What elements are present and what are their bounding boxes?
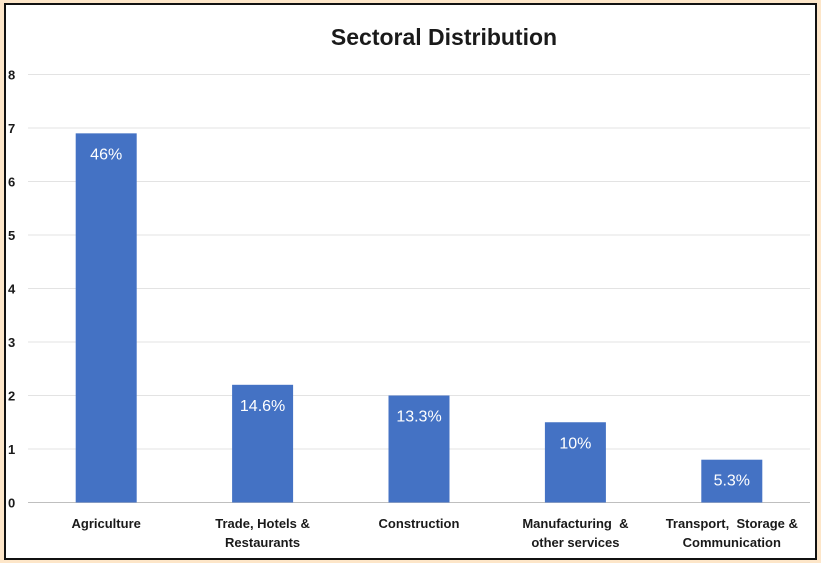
data-label: 13.3% [396,409,441,426]
category-label: Restaurants [225,535,300,550]
data-labels: 46% 14.6% 13.3% 10% 5.3% [90,146,750,489]
y-tick-label: 2 [8,389,15,404]
y-tick-label: 5 [8,228,15,243]
data-label: 10% [559,435,591,452]
data-label: 5.3% [714,473,750,490]
category-label: Manufacturing & [522,516,628,531]
data-label: 14.6% [240,398,285,415]
category-label: Communication [683,535,781,550]
bar [701,459,763,503]
y-tick-label: 0 [8,496,15,511]
category-label: Trade, Hotels & [215,516,310,531]
bars [75,133,763,503]
bar [388,395,450,503]
gridlines [28,74,810,503]
category-label: Agriculture [72,516,141,531]
category-label: other services [531,535,619,550]
y-tick-label: 1 [8,442,15,457]
data-label: 46% [90,146,122,163]
category-label: Transport, Storage & [666,516,798,531]
bar-chart: Sectoral Distribution 0 1 2 3 4 5 6 7 8 46% 14.6%… [8,24,810,550]
bar [544,422,606,503]
chart-frame: Sectoral Distribution 0 1 2 3 4 5 6 7 8 46% 14.6%… [4,3,817,560]
chart-title: Sectoral Distribution [331,24,557,50]
y-tick-label: 4 [8,282,16,297]
y-tick-label: 6 [8,175,15,190]
bar [75,133,137,503]
y-axis-ticks: 0 1 2 3 4 5 6 7 8 [8,68,16,511]
bar [232,384,294,503]
y-tick-label: 3 [8,335,15,350]
category-label: Construction [379,516,460,531]
x-axis-categories: Agriculture Trade, Hotels & Restaurants Con… [72,516,798,550]
y-tick-label: 8 [8,68,15,83]
y-tick-label: 7 [8,121,15,136]
